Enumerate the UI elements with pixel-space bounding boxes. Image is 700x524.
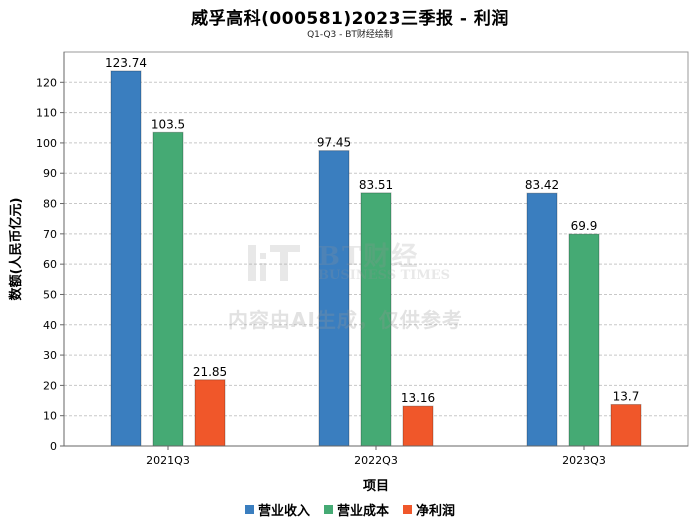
bar: [526, 192, 558, 447]
data-label: 13.16: [401, 391, 435, 405]
data-label: 83.51: [359, 178, 393, 192]
bar: [194, 379, 226, 447]
legend-item-revenue[interactable]: 营业收入: [244, 500, 310, 519]
y-tick-label: 0: [50, 440, 57, 453]
watermark-logo-icon: [246, 243, 308, 283]
watermark-brand-en: BUSINESS TIMES: [318, 268, 451, 283]
y-tick-label: 80: [43, 198, 57, 211]
y-tick-label: 40: [43, 319, 57, 332]
x-tick-label: 2023Q3: [562, 454, 606, 467]
x-tick-label: 2021Q3: [146, 454, 190, 467]
y-tick-label: 60: [43, 258, 57, 271]
legend-label-net-profit: 净利润: [416, 504, 456, 519]
y-tick-label: 120: [36, 76, 57, 89]
data-label: 123.74: [105, 56, 147, 70]
data-label: 13.7: [613, 389, 640, 403]
legend-item-net-profit[interactable]: 净利润: [403, 500, 455, 519]
data-label: 21.85: [193, 365, 227, 379]
watermark-brand: BT财经: [318, 242, 420, 272]
legend-label-revenue: 营业收入: [257, 504, 310, 519]
bar: [568, 233, 600, 447]
legend-swatch-revenue: [244, 505, 254, 514]
bar: [318, 150, 350, 447]
chart-subtitle: Q1-Q3 - BT财经绘制: [307, 30, 393, 40]
y-axis-title: 数额(人民币亿元): [8, 198, 24, 301]
y-tick-label: 90: [43, 167, 57, 180]
chart-title: 威孚高科(000581)2023三季报 - 利润: [191, 9, 509, 29]
bar: [402, 405, 434, 447]
bar: [110, 70, 142, 447]
bar: [360, 192, 392, 447]
bar: [152, 131, 184, 447]
data-label: 97.45: [317, 136, 351, 150]
watermark-notice: 内容由AI生成，仅供参考: [228, 308, 463, 332]
y-tick-label: 10: [43, 410, 57, 423]
legend-item-cost[interactable]: 营业成本: [323, 500, 389, 519]
x-axis-title: 项目: [363, 479, 389, 494]
data-label: 83.42: [525, 178, 559, 192]
chart-legend: 营业收入 营业成本 净利润: [0, 500, 700, 519]
y-tick-label: 20: [43, 379, 57, 392]
y-tick-label: 110: [36, 107, 57, 120]
legend-swatch-cost: [323, 505, 333, 514]
y-tick-label: 50: [43, 288, 57, 301]
legend-label-cost: 营业成本: [336, 504, 389, 519]
data-label: 69.9: [571, 219, 598, 233]
legend-swatch-net-profit: [403, 505, 412, 514]
y-tick-label: 100: [36, 137, 57, 150]
data-label: 103.5: [151, 117, 185, 131]
y-tick-label: 70: [43, 228, 57, 241]
y-tick-label: 30: [43, 349, 57, 362]
x-tick-label: 2022Q3: [354, 454, 398, 467]
bar: [610, 403, 642, 447]
